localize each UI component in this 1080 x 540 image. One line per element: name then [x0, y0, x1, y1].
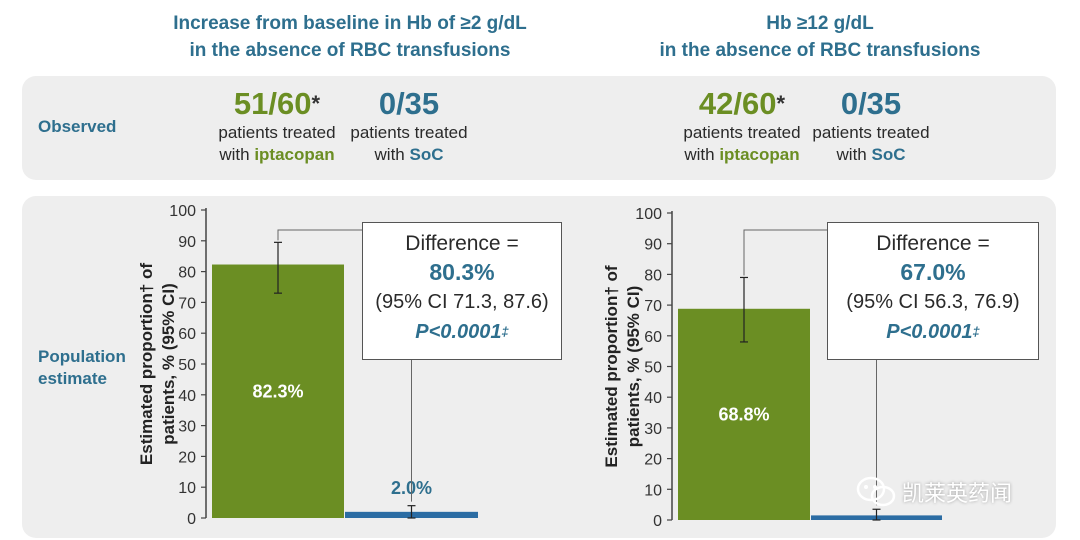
observed-caption-prefix: with — [219, 145, 255, 164]
y-tick-label: 30 — [644, 421, 662, 438]
asterisk: * — [311, 91, 321, 116]
asterisk: * — [776, 91, 786, 116]
observed-row-label: Observed — [38, 117, 117, 136]
observed-caption-line1: patients treated — [218, 123, 336, 142]
wechat-icon — [856, 476, 896, 507]
p-text: <0.0001 — [428, 321, 502, 343]
population-row-label-line2: estimate — [38, 369, 107, 388]
p-footnote-mark: ‡ — [501, 324, 509, 339]
y-tick-label: 90 — [644, 237, 662, 254]
heading-right: Hb ≥12 g/dL in the absence of RBC transf… — [600, 10, 1040, 64]
y-tick-label: 100 — [635, 206, 662, 223]
observed-caption-line1: patients treated — [812, 123, 930, 142]
y-tick-label: 70 — [178, 295, 196, 312]
y-tick-label: 70 — [644, 298, 662, 315]
observed-value: 51/60 — [233, 86, 312, 121]
observed-caption-line1: patients treated — [350, 123, 468, 142]
difference-value: 80.3% — [429, 259, 495, 285]
difference-title: Difference = — [876, 232, 990, 255]
connector-line-left — [743, 229, 827, 276]
p-label: P — [886, 321, 900, 343]
y-tick-label: 80 — [178, 265, 196, 282]
watermark: 凯莱英药闻 — [856, 474, 1012, 510]
y-axis-title: Estimated proportion† of patients, % (95%… — [602, 265, 643, 467]
y-tick-label: 60 — [178, 326, 196, 343]
population-row-label: Population estimate — [38, 346, 138, 390]
y-tick-label: 20 — [178, 449, 196, 466]
data-label: 82.3% — [252, 381, 303, 401]
observed-left-iptacopan: 51/60* patients treated with iptacopan — [202, 86, 352, 166]
difference-ci: (95% CI 56.3, 76.9) — [846, 291, 1020, 313]
bar-iptacopan — [678, 308, 810, 520]
y-tick-label: 20 — [644, 452, 662, 469]
drug-name: iptacopan — [719, 145, 800, 164]
y-tick-label: 90 — [178, 234, 196, 251]
difference-p-value: P<0.0001‡ — [363, 317, 561, 347]
observed-left-soc: 0/35 patients treated with SoC — [334, 86, 484, 166]
p-footnote-mark: ‡ — [972, 324, 980, 339]
observed-caption-prefix: with — [836, 145, 872, 164]
difference-p-value: P<0.0001‡ — [828, 317, 1038, 347]
observed-right-iptacopan: 42/60* patients treated with iptacopan — [667, 86, 817, 166]
y-axis-title: Estimated proportion† of patients, % (95%… — [137, 263, 178, 465]
p-text: <0.0001 — [899, 321, 973, 343]
difference-value: 67.0% — [900, 259, 966, 285]
observed-band — [22, 76, 1056, 180]
bar-iptacopan — [212, 264, 344, 518]
difference-ci: (95% CI 71.3, 87.6) — [375, 291, 549, 313]
drug-name: SoC — [409, 145, 444, 164]
heading-left-line1: Increase from baseline in Hb of ≥2 g/dL — [173, 13, 527, 34]
watermark-text: 凯莱英药闻 — [902, 481, 1013, 506]
y-tick-label: 80 — [644, 267, 662, 284]
observed-value: 42/60 — [698, 86, 777, 121]
observed-caption-prefix: with — [374, 145, 410, 164]
observed-value: 0/35 — [378, 86, 440, 121]
difference-title: Difference = — [405, 232, 519, 255]
heading-right-line2: in the absence of RBC transfusions — [659, 40, 981, 61]
heading-right-line1: Hb ≥12 g/dL — [766, 13, 874, 34]
difference-box-left: Difference = 80.3% (95% CI 71.3, 87.6) P… — [362, 222, 562, 360]
data-label: 68.8% — [718, 404, 769, 424]
observed-right-soc: 0/35 patients treated with SoC — [796, 86, 946, 166]
y-tick-label: 100 — [169, 203, 196, 220]
y-tick-label: 50 — [178, 357, 196, 374]
p-label: P — [415, 321, 429, 343]
y-tick-label: 0 — [653, 513, 662, 530]
drug-name: iptacopan — [254, 145, 335, 164]
y-tick-label: 30 — [178, 419, 196, 436]
y-tick-label: 10 — [178, 480, 196, 497]
heading-left: Increase from baseline in Hb of ≥2 g/dL … — [130, 10, 570, 64]
observed-value: 0/35 — [840, 86, 902, 121]
y-tick-label: 40 — [178, 388, 196, 405]
heading-left-line2: in the absence of RBC transfusions — [189, 40, 511, 61]
difference-box-right: Difference = 67.0% (95% CI 56.3, 76.9) P… — [827, 222, 1039, 360]
y-tick-label: 40 — [644, 390, 662, 407]
drug-name: SoC — [871, 145, 906, 164]
y-tick-label: 60 — [644, 329, 662, 346]
y-tick-label: 50 — [644, 360, 662, 377]
observed-caption-prefix: with — [684, 145, 720, 164]
population-row-label-line1: Population — [38, 347, 126, 366]
y-tick-label: 10 — [644, 482, 662, 499]
y-tick-label: 0 — [187, 511, 196, 528]
connector-line-left — [277, 229, 362, 241]
observed-caption-line1: patients treated — [683, 123, 801, 142]
